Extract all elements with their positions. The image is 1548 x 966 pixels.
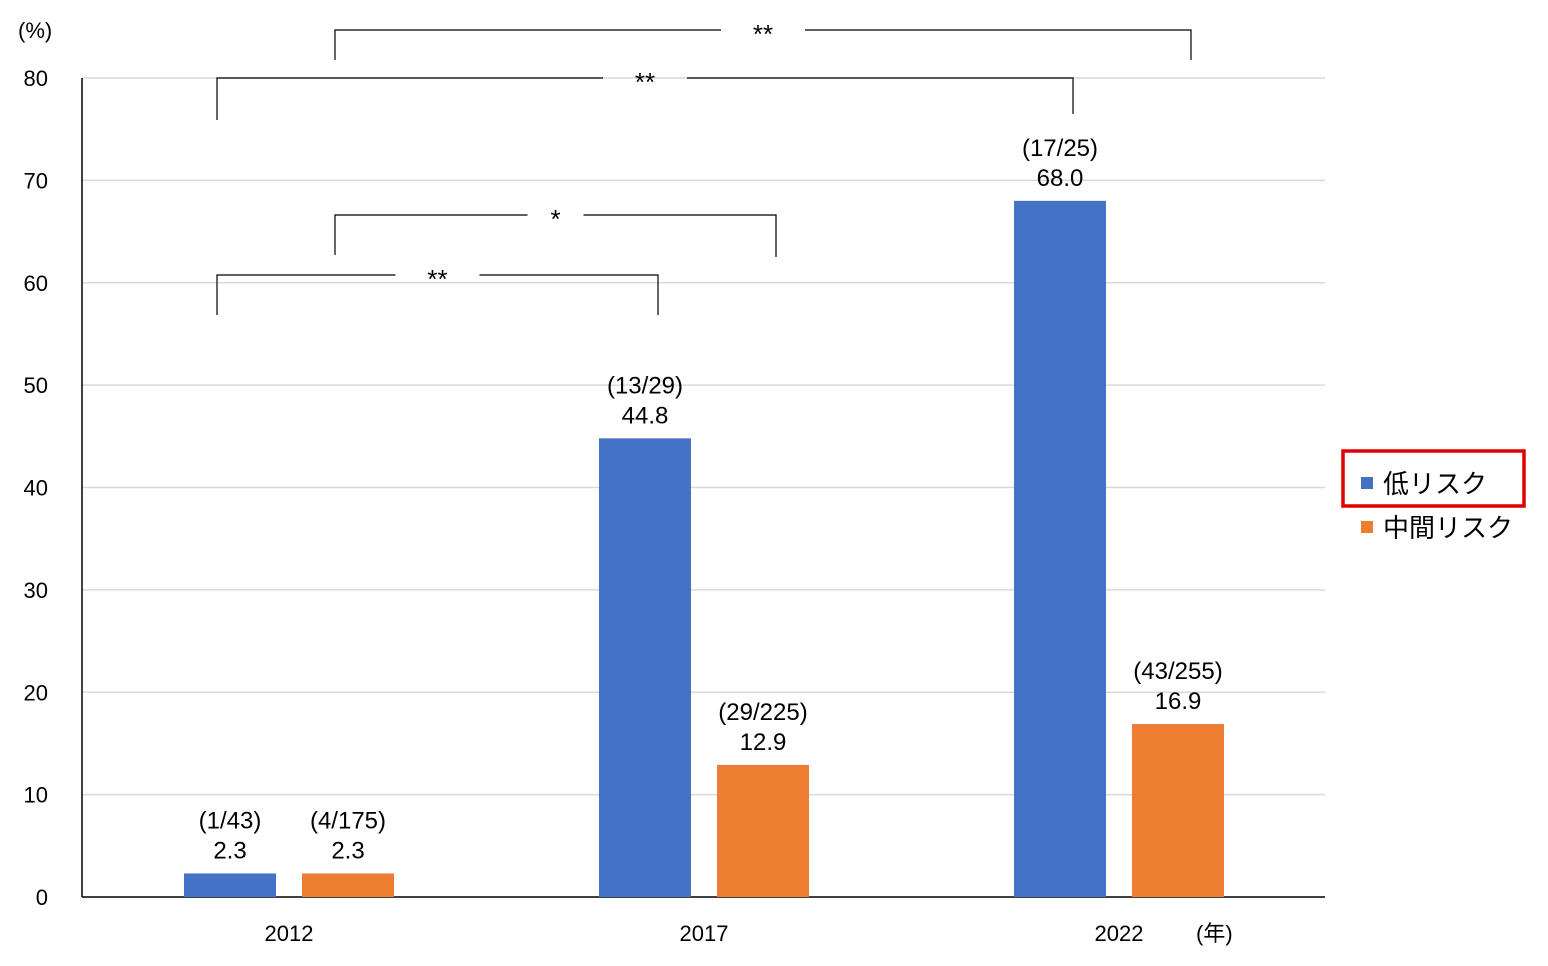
fraction-label: (1/43) xyxy=(199,807,262,834)
y-tick-label: 20 xyxy=(24,680,48,705)
significance-label: ** xyxy=(427,264,447,294)
fraction-label: (13/29) xyxy=(607,372,683,399)
y-tick-label: 30 xyxy=(24,578,48,603)
value-label: 12.9 xyxy=(740,729,787,756)
bar xyxy=(184,873,276,897)
x-axis-label: (年) xyxy=(1196,921,1233,946)
significance-bracket xyxy=(216,77,1074,120)
x-tick-label: 2012 xyxy=(265,921,314,946)
y-axis-label: (%) xyxy=(18,18,52,43)
y-tick-label: 60 xyxy=(24,271,48,296)
y-tick-label: 50 xyxy=(24,373,48,398)
significance-brackets: ******* xyxy=(216,19,1192,315)
legend-swatch xyxy=(1361,521,1373,533)
bar xyxy=(1014,200,1106,898)
x-tick-label: 2022 xyxy=(1095,921,1144,946)
y-tick-label: 70 xyxy=(24,168,48,193)
fraction-label: (43/255) xyxy=(1133,658,1222,685)
gridlines xyxy=(82,77,1325,796)
y-tick-label: 80 xyxy=(24,66,48,91)
significance-bracket xyxy=(216,274,659,315)
value-label: 16.9 xyxy=(1155,688,1202,715)
y-tick-label: 10 xyxy=(24,783,48,808)
significance-bracket xyxy=(334,29,1192,60)
value-label: 2.3 xyxy=(213,837,246,864)
bar xyxy=(717,764,809,897)
fraction-label: (4/175) xyxy=(310,807,386,834)
significance-bracket xyxy=(334,214,777,257)
value-label: 68.0 xyxy=(1037,165,1084,192)
legend-swatch xyxy=(1361,477,1373,489)
bar xyxy=(302,873,394,897)
significance-label: * xyxy=(550,204,560,234)
bar xyxy=(599,438,691,897)
fraction-label: (17/25) xyxy=(1022,135,1098,162)
value-label: 2.3 xyxy=(331,837,364,864)
y-tick-label: 0 xyxy=(36,885,48,910)
fraction-label: (29/225) xyxy=(718,699,807,726)
legend-highlight-box xyxy=(1341,449,1526,508)
legend-label: 中間リスク xyxy=(1383,513,1513,543)
legend-label: 低リスク xyxy=(1383,469,1487,499)
value-label: 44.8 xyxy=(622,402,669,429)
bars xyxy=(184,200,1224,898)
significance-label: ** xyxy=(635,67,655,97)
y-tick-label: 40 xyxy=(24,476,48,501)
axes: (%) (年) 0 10 20 30 40 50 60 70 80 2012 2017 2022 xyxy=(18,18,1325,946)
x-tick-label: 2017 xyxy=(680,921,729,946)
data-labels: 2.3 (1/43) 44.8 (13/29) 68.0 (17/25) 2.3 (4/175… xyxy=(199,135,1223,865)
bar xyxy=(1132,723,1224,897)
significance-label: ** xyxy=(753,19,773,49)
